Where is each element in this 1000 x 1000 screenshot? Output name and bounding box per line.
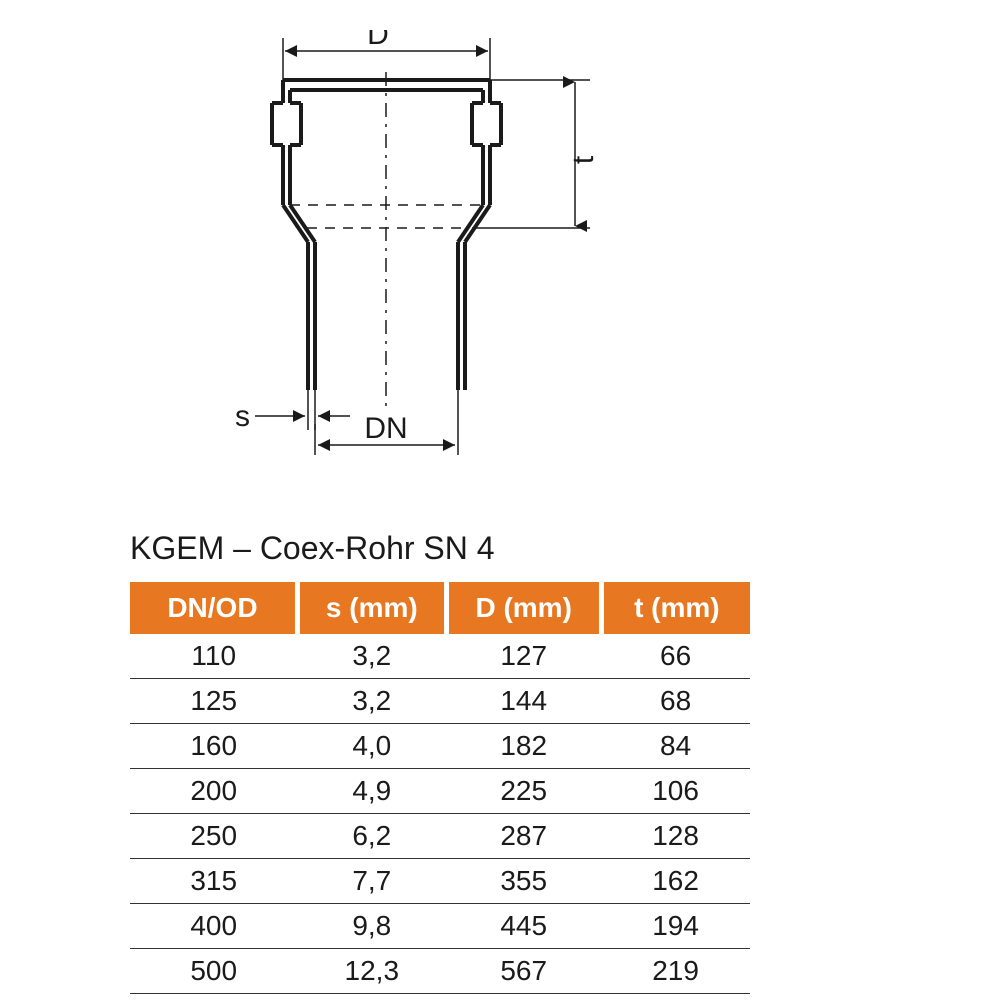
table-cell: 567	[446, 949, 601, 994]
table-cell: 84	[601, 724, 750, 769]
table-cell: 9,8	[297, 904, 446, 949]
table-cell: 7,7	[297, 859, 446, 904]
table-cell: 127	[446, 634, 601, 679]
table-cell: 4,9	[297, 769, 446, 814]
table-cell: 250	[130, 814, 297, 859]
table-row: 2004,9225106	[130, 769, 750, 814]
pipe-diagram: D	[190, 30, 690, 470]
table-cell: 128	[601, 814, 750, 859]
table-cell: 400	[130, 904, 297, 949]
table-cell: 110	[130, 634, 297, 679]
table-cell: 200	[130, 769, 297, 814]
table-cell: 68	[601, 679, 750, 724]
table-row: 50012,3567219	[130, 949, 750, 994]
col-d: D (mm)	[446, 582, 601, 634]
table-cell: 6,2	[297, 814, 446, 859]
spec-table: DN/OD s (mm) D (mm) t (mm) 1103,21276612…	[130, 582, 750, 994]
col-dn-od: DN/OD	[130, 582, 297, 634]
table-row: 1103,212766	[130, 634, 750, 679]
table-cell: 3,2	[297, 679, 446, 724]
table-cell: 182	[446, 724, 601, 769]
table-cell: 125	[130, 679, 297, 724]
col-t: t (mm)	[601, 582, 750, 634]
table-cell: 219	[601, 949, 750, 994]
table-cell: 66	[601, 634, 750, 679]
table-row: 1604,018284	[130, 724, 750, 769]
table-header-row: DN/OD s (mm) D (mm) t (mm)	[130, 582, 750, 634]
table-row: 3157,7355162	[130, 859, 750, 904]
table-cell: 194	[601, 904, 750, 949]
table-cell: 144	[446, 679, 601, 724]
table-row: 2506,2287128	[130, 814, 750, 859]
dim-label-dn: DN	[364, 412, 407, 445]
dim-label-s: s	[235, 400, 250, 433]
table-cell: 225	[446, 769, 601, 814]
table-cell: 160	[130, 724, 297, 769]
table-cell: 355	[446, 859, 601, 904]
table-cell: 287	[446, 814, 601, 859]
table-cell: 12,3	[297, 949, 446, 994]
col-s: s (mm)	[297, 582, 446, 634]
table-cell: 445	[446, 904, 601, 949]
dim-label-d: D	[367, 30, 389, 51]
table-row: 4009,8445194	[130, 904, 750, 949]
table-row: 1253,214468	[130, 679, 750, 724]
table-cell: 315	[130, 859, 297, 904]
dim-label-t: t	[567, 155, 600, 164]
table-cell: 106	[601, 769, 750, 814]
table-cell: 4,0	[297, 724, 446, 769]
table-cell: 500	[130, 949, 297, 994]
table-title: KGEM – Coex-Rohr SN 4	[130, 530, 495, 567]
table-cell: 3,2	[297, 634, 446, 679]
table-cell: 162	[601, 859, 750, 904]
